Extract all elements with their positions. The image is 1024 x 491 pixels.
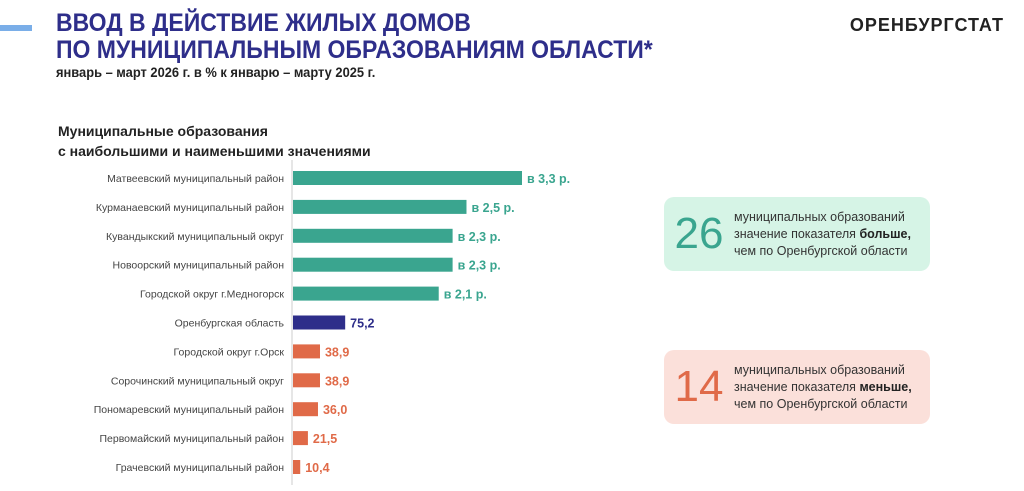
bar (293, 228, 453, 243)
summary-less-text: муниципальных образований значение показа… (734, 362, 912, 413)
category-label: Грачевский муниципальный район (116, 462, 285, 474)
summary-line: муниципальных образований (734, 209, 905, 224)
summary-line: муниципальных образований (734, 362, 905, 377)
summary-line: чем по Оренбургской области (734, 396, 908, 411)
category-label: Пономаревский муниципальный район (94, 404, 284, 416)
bar (293, 199, 467, 214)
summary-less-count: 14 (674, 362, 724, 411)
chart-title-line-2: с наибольшими и наименьшими значениями (58, 143, 371, 159)
category-label: Первомайский муниципальный район (99, 433, 284, 445)
summary-line: значение показателя (734, 379, 860, 394)
bar (293, 315, 346, 330)
value-label: 75,2 (350, 317, 374, 331)
value-label: в 2,3 р. (458, 259, 501, 273)
brand-logo: ОРЕНБУРГСТАТ (849, 15, 1004, 35)
value-label: 10,4 (305, 461, 329, 475)
bar (293, 171, 522, 185)
bar (293, 286, 439, 301)
category-label: Новоорский муниципальный район (113, 260, 285, 272)
summary-line: чем по Оренбургской области (734, 243, 908, 258)
summary-line: значение показателя (734, 226, 860, 241)
value-label: в 2,1 р. (444, 288, 487, 302)
bar-chart: Матвеевский муниципальный район в 3,3 р. К… (94, 160, 570, 485)
value-label: 38,9 (325, 345, 349, 359)
bar (293, 373, 320, 388)
bar (293, 402, 318, 417)
title-line-2: ПО МУНИЦИПАЛЬНЫМ ОБРАЗОВАНИЯМ ОБЛАСТИ* (56, 36, 653, 64)
category-label: Городской округ г.Орск (174, 346, 285, 358)
bar (293, 460, 301, 474)
category-label: Оренбургская область (175, 318, 285, 330)
bar (293, 431, 308, 446)
category-label: Курманаевский муниципальный район (96, 202, 284, 214)
summary-more-box: 26 муниципальных образований значение пок… (664, 197, 930, 271)
category-label: Кувандыкский муниципальный округ (106, 231, 284, 243)
category-label: Городской округ г.Медногорск (140, 289, 284, 301)
chart-title-line-1: Муниципальные образования (58, 123, 268, 139)
value-label: 21,5 (313, 432, 337, 446)
value-label: 36,0 (323, 403, 347, 417)
summary-more-text: муниципальных образований значение показа… (734, 209, 911, 260)
bar (293, 257, 453, 272)
page-subtitle: январь – март 2026 г. в % к январю – мар… (56, 64, 376, 80)
value-label: в 2,5 р. (471, 201, 514, 215)
category-label: Матвеевский муниципальный район (107, 173, 284, 185)
summary-less-box: 14 муниципальных образований значение пок… (664, 350, 930, 424)
value-label: в 2,3 р. (458, 230, 501, 244)
summary-more-count: 26 (674, 209, 724, 258)
category-label: Сорочинский муниципальный округ (111, 375, 284, 387)
bar (293, 344, 320, 359)
value-label: в 3,3 р. (527, 172, 570, 186)
page-title: ВВОД В ДЕЙСТВИЕ ЖИЛЫХ ДОМОВ ПО МУНИЦИПАЛЬ… (56, 10, 653, 64)
accent-bar (0, 25, 32, 31)
summary-bold: больше, (859, 226, 911, 241)
summary-bold: меньше, (859, 379, 912, 394)
value-label: 38,9 (325, 374, 349, 388)
title-line-1: ВВОД В ДЕЙСТВИЕ ЖИЛЫХ ДОМОВ (56, 9, 471, 37)
chart-title: Муниципальные образования с наибольшими и… (58, 121, 371, 161)
